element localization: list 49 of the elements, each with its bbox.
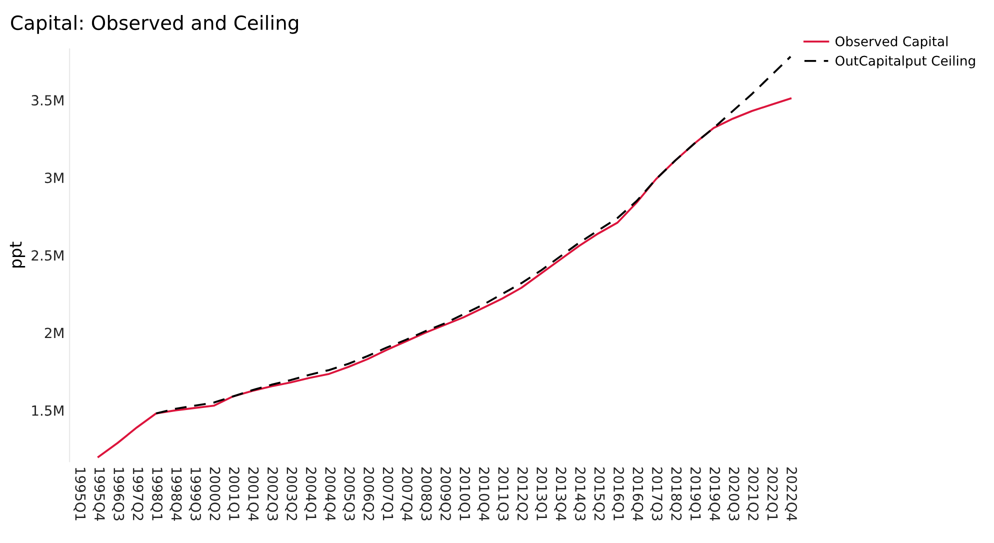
x-tick-label: 2022Q1 bbox=[766, 467, 778, 520]
x-tick-label: 2001Q1 bbox=[227, 467, 240, 520]
y-tick-label: 3.5M bbox=[32, 95, 64, 106]
x-tick-label: 1998Q4 bbox=[170, 468, 182, 521]
y-tick-label: 2M bbox=[44, 328, 64, 338]
legend-label: OutCapitalput Ceiling bbox=[836, 56, 975, 68]
x-tick-label: 2009Q2 bbox=[438, 467, 451, 520]
x-tick-label: 2022Q4 bbox=[784, 467, 798, 521]
x-tick-label: 2013Q1 bbox=[534, 467, 548, 520]
x-tick-label: 2008Q3 bbox=[420, 467, 432, 520]
x-tick-label: 2010Q1 bbox=[458, 467, 470, 520]
x-tick-label: 2014Q3 bbox=[573, 467, 586, 520]
chart-title: Capital: Observed and Ceiling bbox=[11, 15, 298, 34]
x-tick-label: 2017Q3 bbox=[650, 467, 662, 520]
x-tick-label: 2015Q2 bbox=[592, 467, 605, 520]
y-axis-title: ppt bbox=[10, 242, 26, 268]
y-tick-label: 2.5M bbox=[32, 250, 64, 261]
x-tick-label: 2004Q4 bbox=[324, 467, 336, 521]
x-tick-label: 2013Q4 bbox=[554, 467, 566, 521]
x-tick-label: 2007Q4 bbox=[400, 467, 413, 521]
x-tick-label: 2010Q4 bbox=[477, 467, 490, 521]
x-tick-label: 2018Q2 bbox=[670, 467, 682, 520]
y-tick-label: 3M bbox=[44, 172, 64, 184]
x-tick-label: 1996Q3 bbox=[112, 468, 124, 520]
x-tick-label: 2000Q2 bbox=[208, 467, 220, 520]
x-tick-label: 2016Q1 bbox=[612, 467, 624, 520]
x-tick-label: 2007Q1 bbox=[381, 467, 394, 520]
line-series bbox=[97, 98, 792, 458]
x-tick-label: 2002Q3 bbox=[266, 467, 278, 520]
x-tick-label: 2019Q1 bbox=[688, 467, 701, 520]
x-tick-label: 2016Q4 bbox=[631, 467, 644, 521]
y-tick-label: 1.5M bbox=[32, 406, 64, 416]
x-tick-label: 1999Q3 bbox=[188, 468, 202, 520]
x-tick-label: 2003Q2 bbox=[285, 467, 298, 520]
line-series bbox=[155, 56, 792, 414]
x-tick-label: 2004Q1 bbox=[304, 467, 316, 520]
x-tick-label: 1998Q1 bbox=[150, 468, 163, 520]
x-tick-label: 2006Q2 bbox=[362, 467, 374, 520]
x-tick-label: 1995Q1 bbox=[74, 468, 86, 520]
x-tick-label: 2020Q3 bbox=[727, 467, 740, 520]
x-tick-label: 1995Q4 bbox=[92, 468, 105, 521]
x-tick-label: 2019Q4 bbox=[708, 467, 720, 521]
x-tick-label: 1997Q2 bbox=[131, 468, 144, 520]
x-tick-label: 2001Q4 bbox=[246, 467, 259, 521]
x-tick-label: 2005Q3 bbox=[342, 467, 355, 520]
x-tick-label: 2012Q2 bbox=[516, 467, 528, 520]
x-tick-label: 2021Q2 bbox=[746, 467, 759, 520]
x-tick-label: 2011Q3 bbox=[496, 467, 509, 520]
legend-label: Observed Capital bbox=[836, 36, 948, 49]
